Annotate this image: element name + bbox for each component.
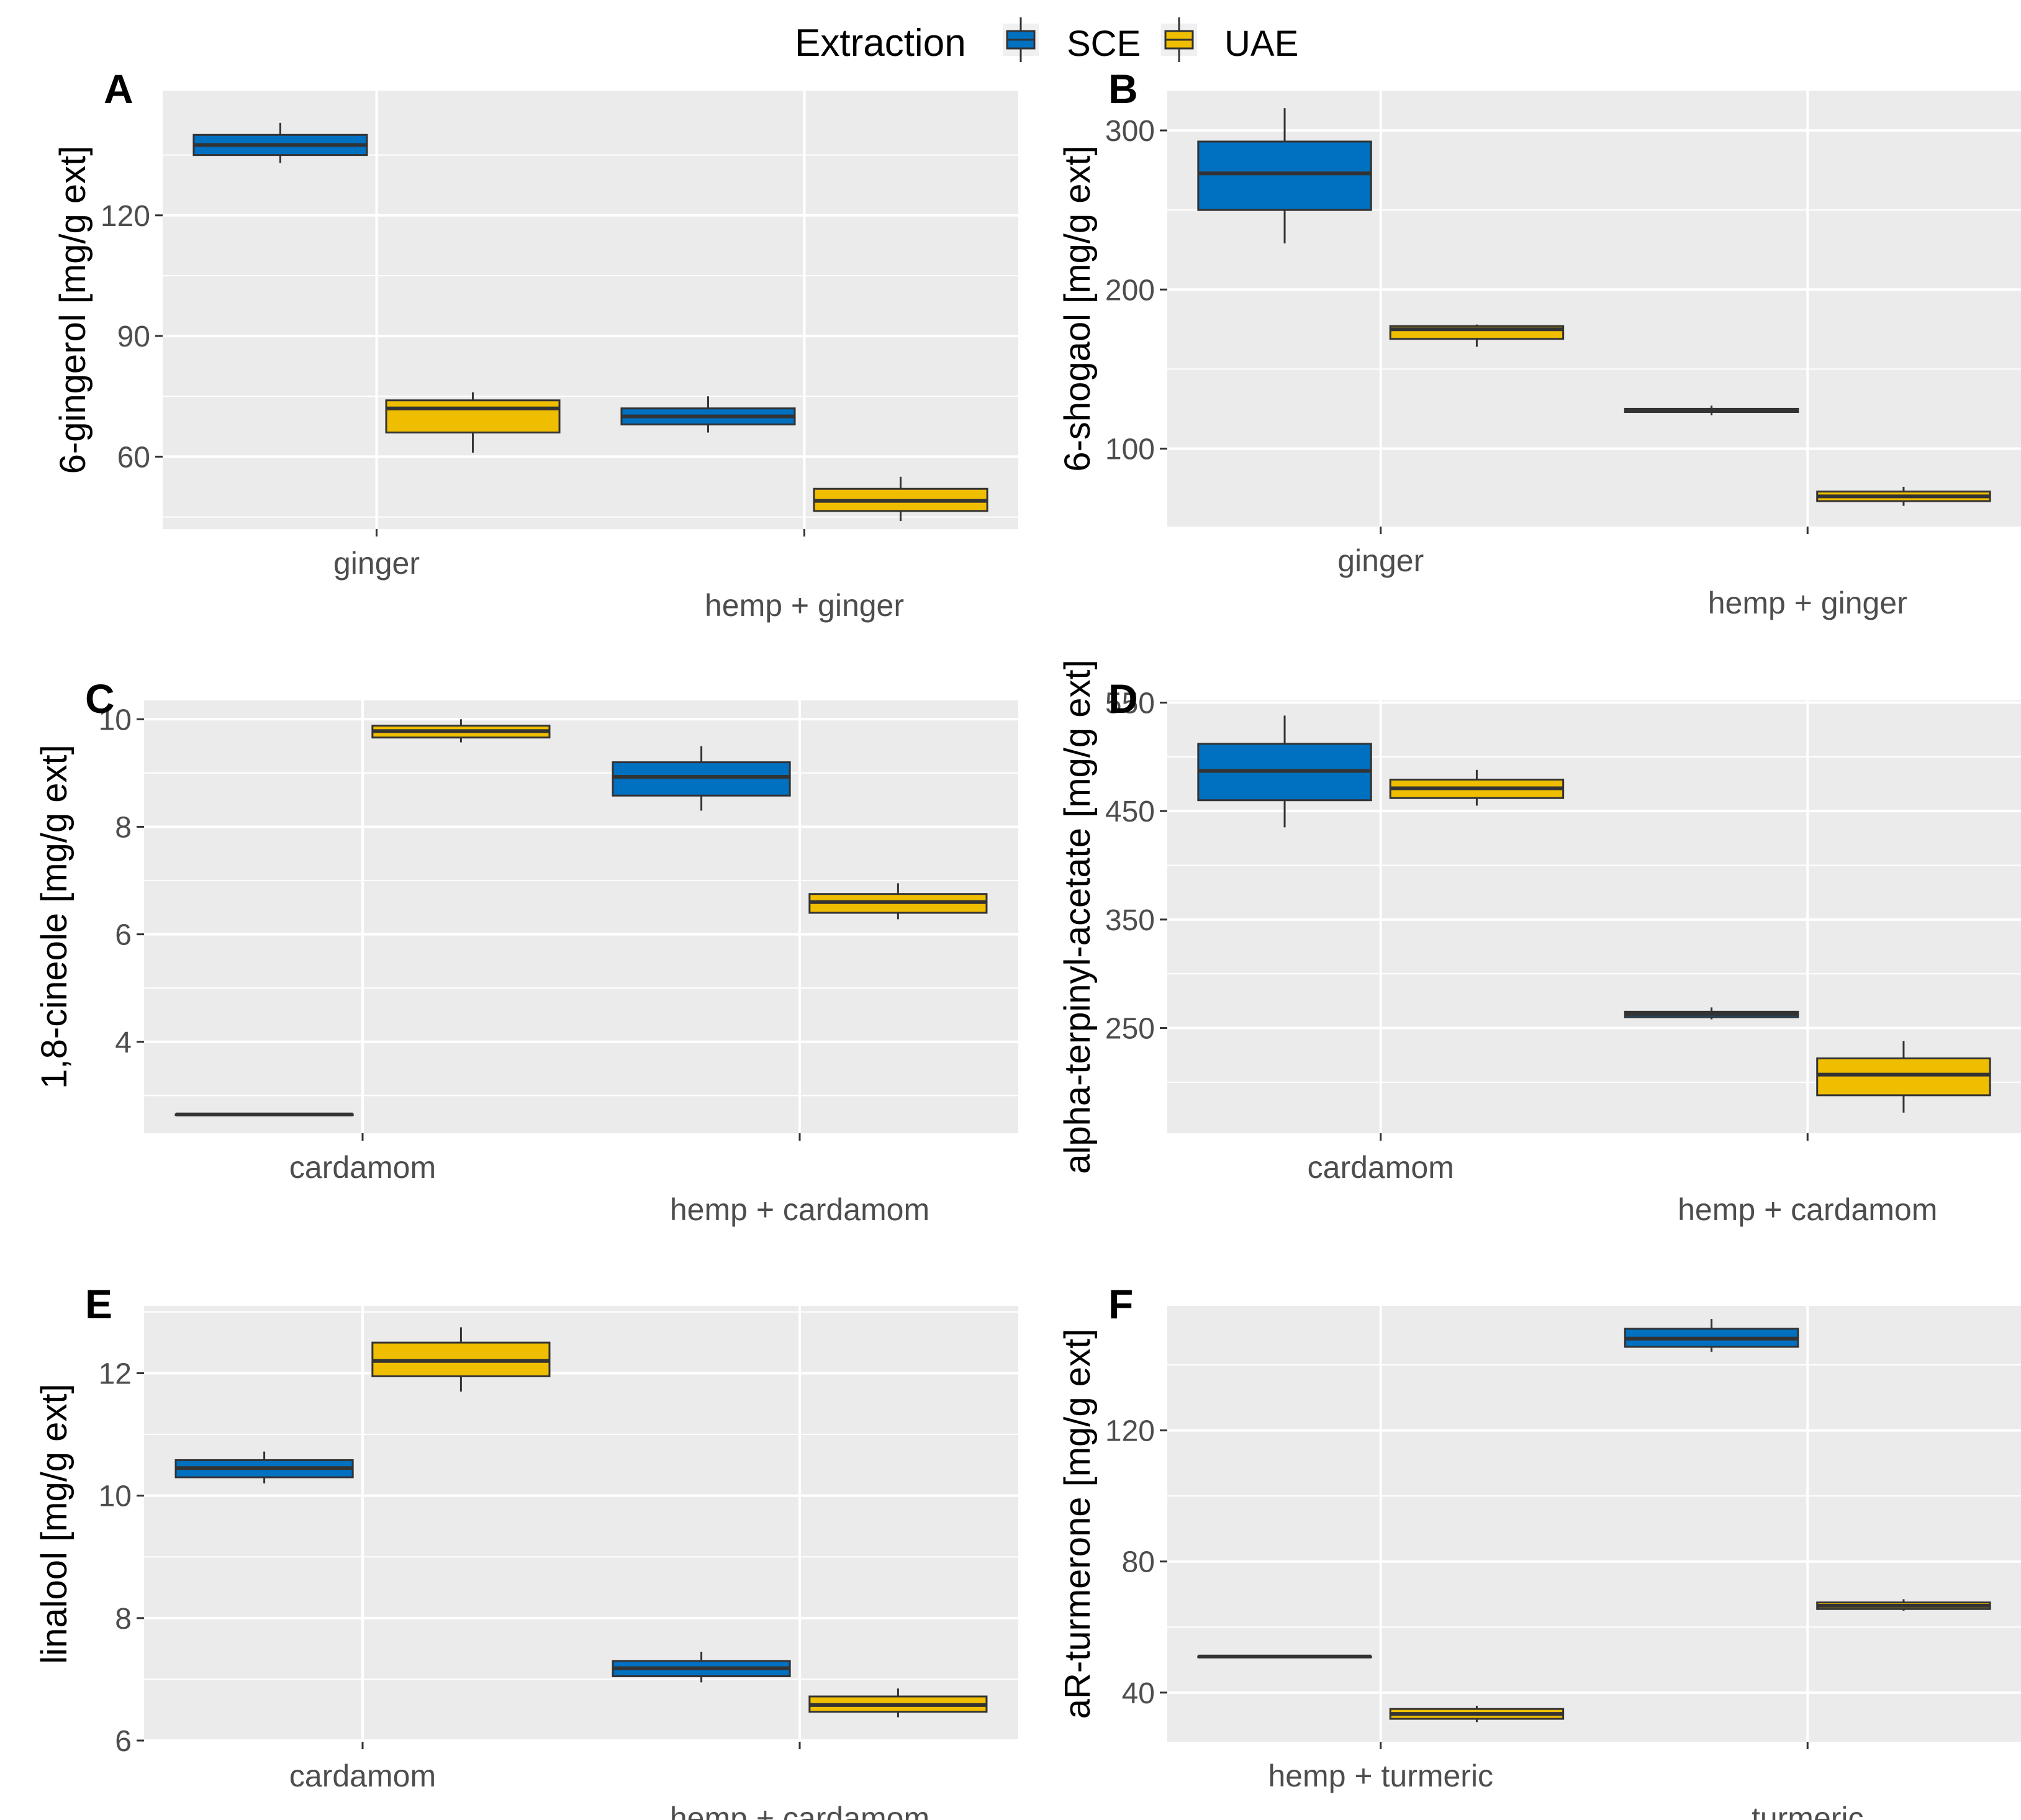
box-sce xyxy=(1197,715,1372,828)
box-sce xyxy=(1624,405,1799,415)
box-body xyxy=(1816,1057,1991,1097)
plot-background xyxy=(144,700,1018,1133)
panel-letter: C xyxy=(85,676,115,722)
box-uae xyxy=(808,883,988,920)
panel-letter: F xyxy=(1108,1281,1133,1327)
panels: 60 90 120 ginger hemp + ginger 6-gingerol [mg… xyxy=(34,66,2021,1820)
x-tick-label: hemp + cardamom xyxy=(670,1192,929,1227)
box-sce xyxy=(1624,1319,1799,1352)
y-axis-label: 1,8-cineole [mg/g ext] xyxy=(34,745,75,1089)
y-tick-label: 10 xyxy=(99,704,132,736)
y-tick-label: 120 xyxy=(101,200,150,233)
panel-e: 6 8 10 12 cardamom hemp + cardamom linalool [m… xyxy=(34,1281,1018,1820)
x-tick-label: hemp + cardamom xyxy=(670,1801,929,1820)
legend: Extraction SCE UAE xyxy=(795,17,1298,65)
panel-letter: D xyxy=(1108,676,1138,722)
y-tick-label: 550 xyxy=(1105,687,1155,720)
y-tick-label: 100 xyxy=(1105,433,1155,466)
box-body xyxy=(385,399,561,434)
y-tick-label: 8 xyxy=(115,1603,132,1636)
panel-letter: B xyxy=(1108,66,1138,112)
box-uae xyxy=(808,1688,988,1718)
box-uae xyxy=(813,476,988,522)
y-tick-label: 6 xyxy=(115,919,132,952)
y-axis-label: aR-turmerone [mg/g ext] xyxy=(1057,1329,1098,1719)
y-axis-label: linalool [mg/g ext] xyxy=(34,1383,75,1664)
x-tick-label: hemp + cardamom xyxy=(1678,1192,1937,1227)
y-tick-label: 250 xyxy=(1105,1013,1155,1046)
panel-f: 40 80 120 hemp + turmeric turmeric aR-turmero… xyxy=(1057,1281,2021,1820)
box-sce xyxy=(174,1451,354,1483)
box-uae xyxy=(1816,486,1991,506)
x-tick-label: hemp + ginger xyxy=(1708,586,1907,620)
box-body xyxy=(612,761,791,797)
y-tick-label: 12 xyxy=(99,1357,132,1390)
y-tick-label: 10 xyxy=(99,1480,132,1513)
box-uae xyxy=(371,1327,551,1392)
box-uae xyxy=(1389,1705,1565,1723)
panel-b: 100 200 300 ginger hemp + ginger 6-shogaol [m… xyxy=(1057,66,2021,620)
x-tick-label: ginger xyxy=(1337,543,1424,578)
plot-background xyxy=(144,1306,1018,1742)
box-sce xyxy=(620,396,796,433)
y-axis-label: 6-shogaol [mg/g ext] xyxy=(1057,145,1098,472)
y-tick-label: 4 xyxy=(115,1026,132,1059)
panel-a: 60 90 120 ginger hemp + ginger 6-gingerol [mg… xyxy=(53,66,1018,623)
box-uae xyxy=(1389,324,1565,347)
plot-background xyxy=(1167,1306,2021,1742)
y-tick-label: 450 xyxy=(1105,795,1155,828)
x-tick-label: hemp + ginger xyxy=(705,588,904,623)
y-tick-label: 40 xyxy=(1122,1677,1155,1710)
box-uae xyxy=(1389,769,1565,806)
panel-c: 4 6 8 10 cardamom hemp + cardamom 1,8-cineole … xyxy=(34,676,1018,1227)
y-axis-label: 6-gingerol [mg/g ext] xyxy=(53,146,93,474)
x-tick-label: cardamom xyxy=(289,1150,436,1185)
box-uae xyxy=(371,719,551,743)
panel-letter: E xyxy=(85,1281,112,1327)
panel-d: 250 350 450 550 cardamom hemp + cardamom alpha… xyxy=(1057,659,2021,1227)
legend-label-sce: SCE xyxy=(1067,24,1141,64)
y-axis-label: alpha-terpinyl-acetate [mg/g ext] xyxy=(1057,659,1098,1174)
x-tick-label: hemp + turmeric xyxy=(1268,1759,1493,1793)
plot-background xyxy=(163,91,1018,529)
box-body xyxy=(1197,140,1372,211)
x-tick-label: turmeric xyxy=(1752,1801,1864,1820)
box-sce xyxy=(1197,108,1372,243)
y-tick-label: 60 xyxy=(117,441,150,474)
y-tick-label: 200 xyxy=(1105,274,1155,307)
y-tick-label: 300 xyxy=(1105,115,1155,148)
box-sce xyxy=(612,746,791,811)
y-tick-label: 80 xyxy=(1122,1546,1155,1579)
panel-letter: A xyxy=(104,66,133,112)
y-tick-label: 350 xyxy=(1105,904,1155,937)
legend-label-uae: UAE xyxy=(1224,24,1298,64)
box-sce xyxy=(192,122,368,163)
box-uae xyxy=(1816,1599,1991,1611)
x-tick-label: ginger xyxy=(333,546,420,581)
y-tick-label: 120 xyxy=(1105,1415,1155,1448)
box-sce xyxy=(1624,1007,1799,1020)
y-tick-label: 6 xyxy=(115,1725,132,1758)
box-uae xyxy=(385,392,561,453)
legend-title: Extraction xyxy=(795,22,966,65)
y-tick-label: 8 xyxy=(115,811,132,844)
y-tick-label: 90 xyxy=(117,320,150,353)
x-tick-label: cardamom xyxy=(289,1759,436,1793)
box-sce xyxy=(612,1652,791,1683)
box-uae xyxy=(1816,1041,1991,1113)
x-tick-label: cardamom xyxy=(1308,1150,1454,1185)
